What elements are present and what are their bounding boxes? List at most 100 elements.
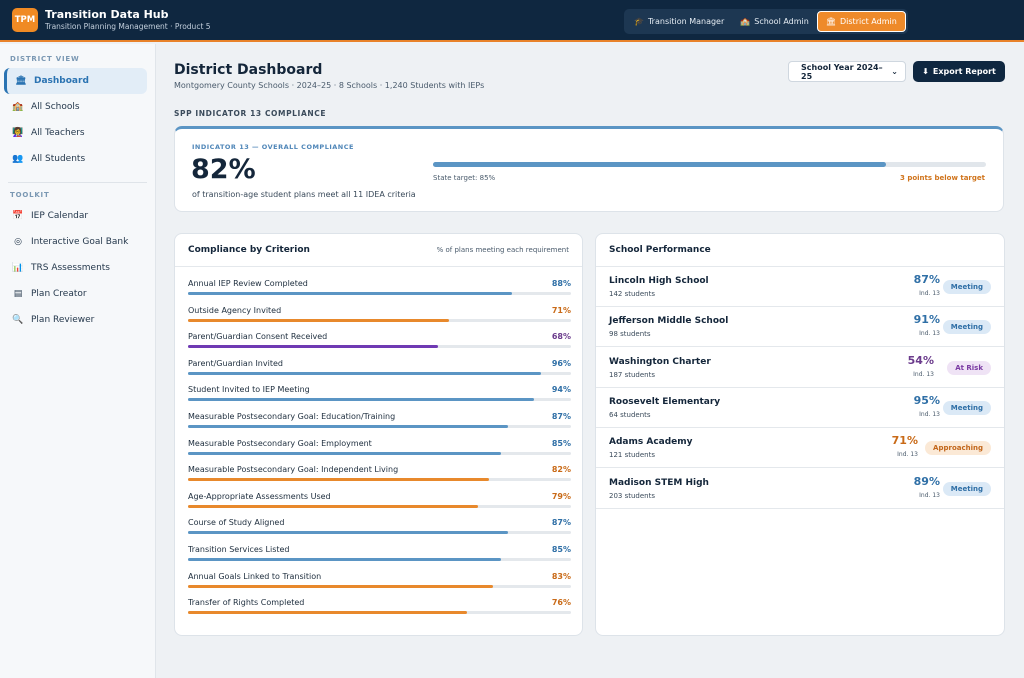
criterion-fill [188,318,450,322]
sidebar-icon-interactive-goal-bank: ◎ [14,237,22,247]
school-row-jefferson-middle-school[interactable]: Jefferson Middle School 98 students 91% Ind… [596,307,1004,348]
school-students: 203 students [609,491,655,500]
criteria-card: Compliance by Criterion % of plans meeti… [174,233,583,636]
criterion-name: Parent/Guardian Consent Received [188,332,328,342]
sidebar-item-label: Plan Creator [31,289,87,299]
criterion-track [188,318,571,322]
criteria-card-title: Compliance by Criterion [188,245,310,255]
criteria-card-header: Compliance by Criterion % of plans meeti… [175,234,582,267]
criterion-track [188,478,571,482]
sidebar-divider [8,182,147,183]
sidebar-item-iep-calendar[interactable]: 📅 IEP Calendar [4,203,147,229]
role-label: District Admin [840,17,897,26]
sidebar-icon-trs-assessments: 📊 [12,263,24,273]
school-indicator: Ind. 13 [897,451,918,459]
role-tab-district-admin[interactable]: 🏛 District Admin [816,11,906,32]
toolkit-nav: 📅 IEP Calendar ◎ Interactive Goal Bank 📊 TRS … [0,203,155,333]
sidebar-item-all-students[interactable]: 👥 All Students [4,146,147,172]
criterion-fill [188,584,494,588]
school-percent: 87% [913,273,940,286]
sidebar-item-dashboard[interactable]: 🏛 Dashboard [4,68,147,94]
sidebar-icon-dashboard: 🏛 [15,76,27,86]
sidebar-heading-district: DISTRICT VIEW [10,55,80,63]
status-badge: Meeting [942,320,991,335]
school-name: Jefferson Middle School [609,316,729,327]
status-badge: At Risk [947,360,991,375]
criterion-fill [188,292,512,295]
top-bar: TPM Transition Data Hub Transition Plann… [0,0,1024,42]
page-title: District Dashboard [174,62,323,78]
app-subtitle: Transition Planning Management · Product… [45,22,211,31]
export-report-label: Export Report [932,67,996,76]
sidebar-item-all-schools[interactable]: 🏫 All Schools [4,94,147,120]
role-icon: 🏫 [740,17,751,26]
status-badge: Meeting [942,481,991,496]
school-performance-card: School Performance Lincoln High School 14… [595,233,1005,636]
criterion-track [188,371,571,375]
criterion-track [188,451,571,455]
sidebar-item-trs-assessments[interactable]: 📊 TRS Assessments [4,255,147,281]
criterion-name: Measurable Postsecondary Goal: Employmen… [188,438,372,448]
school-year-select[interactable]: School Year 2024–25 ⌄ [788,61,906,82]
school-row-adams-academy[interactable]: Adams Academy 121 students 71% Ind. 13 Appro… [596,428,1004,469]
criterion-name: Annual IEP Review Completed [188,279,308,288]
overall-progress-track [433,162,986,167]
status-badge: Meeting [942,400,991,415]
app-title: Transition Data Hub [45,8,169,21]
criterion-row: Annual IEP Review Completed 88% [188,277,571,303]
sidebar-item-plan-creator[interactable]: ▤ Plan Creator [4,281,147,307]
sidebar-item-label: All Students [31,154,86,164]
criterion-fill [188,371,541,375]
criterion-name: Annual Goals Linked to Transition [188,571,322,581]
criterion-track [188,292,571,295]
school-year-value: School Year 2024–25 [801,62,883,81]
status-badge: Approaching [925,441,991,456]
role-tab-transition-manager[interactable]: 🎓 Transition Manager [626,11,732,32]
school-students: 98 students [609,330,651,339]
criterion-fill [188,558,501,561]
school-percent: 91% [913,313,940,327]
sidebar-item-interactive-goal-bank[interactable]: ◎ Interactive Goal Bank [4,229,147,255]
chevron-down-icon: ⌄ [891,67,898,76]
criterion-name: Parent/Guardian Invited [188,358,283,368]
download-icon: ⬇ [922,67,929,76]
criterion-name: Measurable Postsecondary Goal: Independe… [188,465,399,475]
sidebar-item-plan-reviewer[interactable]: 🔍 Plan Reviewer [4,307,147,333]
overall-progress-fill [433,162,887,167]
export-report-button[interactable]: ⬇ Export Report [913,61,1005,82]
criterion-name: Student Invited to IEP Meeting [188,385,310,395]
school-name: Adams Academy [609,437,693,448]
page-subtitle: Montgomery County Schools · 2024–25 · 8 … [174,81,485,90]
school-indicator: Ind. 13 [919,491,940,499]
school-row-washington-charter[interactable]: Washington Charter 187 students 54% Ind. 13… [596,348,1004,388]
criterion-row: Course of Study Aligned 87% [188,516,571,542]
school-row-roosevelt-elementary[interactable]: Roosevelt Elementary 64 students 95% Ind. 1… [596,388,1004,428]
criterion-fill [188,478,490,482]
school-name: Roosevelt Elementary [609,396,721,407]
sidebar-item-all-teachers[interactable]: 👩‍🏫 All Teachers [4,120,147,146]
state-target: State target: 85% [433,174,496,182]
sidebar-item-label: All Teachers [31,128,85,138]
criterion-percent: 87% [551,518,571,528]
criterion-percent: 96% [551,358,571,368]
role-switcher: 🎓 Transition Manager 🏫 School Admin 🏛 Distric… [624,9,908,34]
below-target-note: 3 points below target [900,174,985,182]
school-row-lincoln-high-school[interactable]: Lincoln High School 142 students 87% Ind. 1… [596,267,1004,307]
school-percent: 71% [891,434,918,448]
criterion-percent: 85% [551,545,571,554]
criterion-track [188,425,571,428]
criterion-row: Transfer of Rights Completed 76% [188,596,571,622]
school-students: 121 students [609,451,655,460]
sidebar-heading-toolkit: TOOLKIT [10,191,50,199]
criterion-track [188,398,571,402]
school-row-madison-stem-high[interactable]: Madison STEM High 203 students 89% Ind. 13 M… [596,469,1004,509]
criterion-row: Student Invited to IEP Meeting 94% [188,383,571,409]
role-tab-school-admin[interactable]: 🏫 School Admin [732,11,817,32]
criterion-track [188,345,571,349]
school-percent: 95% [913,393,940,407]
sidebar-icon-plan-reviewer: 🔍 [12,315,24,325]
criterion-fill [188,425,508,428]
criterion-track [188,531,571,535]
sidebar-item-label: IEP Calendar [31,211,89,221]
role-icon: 🎓 [634,17,644,26]
